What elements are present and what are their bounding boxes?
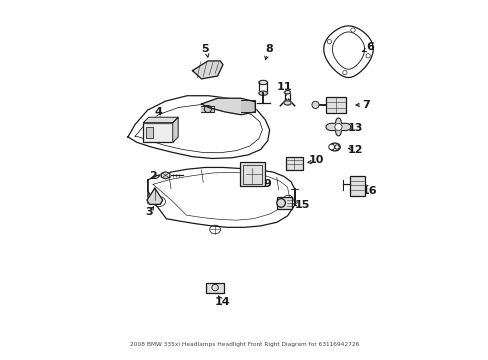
Circle shape — [350, 28, 354, 32]
Polygon shape — [172, 117, 178, 142]
Text: 11: 11 — [276, 82, 291, 92]
Polygon shape — [201, 98, 255, 115]
Text: 8: 8 — [265, 44, 273, 54]
Text: 4: 4 — [154, 107, 162, 117]
Text: 1: 1 — [240, 102, 248, 112]
Polygon shape — [201, 107, 214, 112]
Circle shape — [365, 54, 369, 58]
Circle shape — [311, 101, 319, 108]
Circle shape — [342, 71, 346, 75]
Text: 15: 15 — [294, 200, 309, 210]
Text: 2: 2 — [149, 171, 157, 181]
Text: 16: 16 — [361, 186, 376, 196]
Polygon shape — [143, 117, 178, 123]
FancyBboxPatch shape — [349, 176, 365, 196]
Circle shape — [326, 40, 331, 44]
Ellipse shape — [284, 90, 290, 94]
Ellipse shape — [258, 91, 267, 95]
FancyBboxPatch shape — [146, 127, 152, 138]
FancyBboxPatch shape — [325, 97, 346, 113]
Circle shape — [334, 145, 339, 149]
FancyBboxPatch shape — [206, 283, 223, 293]
Polygon shape — [241, 100, 254, 112]
Polygon shape — [325, 118, 350, 136]
Ellipse shape — [258, 80, 267, 85]
FancyBboxPatch shape — [143, 123, 172, 142]
Ellipse shape — [284, 101, 290, 105]
Text: 14: 14 — [215, 297, 230, 307]
Text: 12: 12 — [347, 144, 363, 154]
Text: 9: 9 — [264, 179, 271, 189]
Polygon shape — [147, 188, 163, 204]
Text: 10: 10 — [308, 155, 323, 165]
Text: 5: 5 — [201, 44, 208, 54]
Circle shape — [276, 199, 285, 207]
Text: 7: 7 — [362, 100, 369, 110]
FancyBboxPatch shape — [240, 162, 264, 186]
Text: 13: 13 — [346, 123, 362, 133]
Text: 3: 3 — [145, 207, 153, 217]
Polygon shape — [161, 172, 170, 179]
Ellipse shape — [329, 143, 340, 151]
Text: 6: 6 — [366, 42, 373, 52]
Polygon shape — [192, 61, 223, 79]
FancyBboxPatch shape — [285, 157, 303, 170]
Circle shape — [334, 123, 341, 131]
Circle shape — [328, 144, 334, 150]
Text: 2008 BMW 335xi Headlamps Headlight Front Right Diagram for 63116942726: 2008 BMW 335xi Headlamps Headlight Front… — [130, 342, 358, 347]
FancyBboxPatch shape — [276, 197, 291, 209]
